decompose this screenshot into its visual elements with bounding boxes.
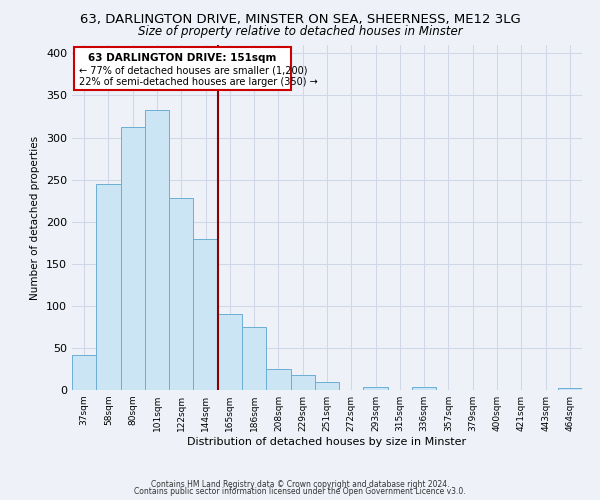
- Y-axis label: Number of detached properties: Number of detached properties: [31, 136, 40, 300]
- Bar: [72, 354, 96, 390]
- Bar: [145, 110, 169, 390]
- Bar: [96, 184, 121, 390]
- Text: 22% of semi-detached houses are larger (350) →: 22% of semi-detached houses are larger (…: [79, 77, 318, 87]
- Text: Contains HM Land Registry data © Crown copyright and database right 2024.: Contains HM Land Registry data © Crown c…: [151, 480, 449, 489]
- X-axis label: Distribution of detached houses by size in Minster: Distribution of detached houses by size …: [187, 437, 467, 447]
- Bar: [266, 369, 290, 390]
- Bar: [412, 386, 436, 390]
- Text: Size of property relative to detached houses in Minster: Size of property relative to detached ho…: [137, 25, 463, 38]
- FancyBboxPatch shape: [74, 46, 290, 90]
- Bar: [121, 126, 145, 390]
- Text: 63 DARLINGTON DRIVE: 151sqm: 63 DARLINGTON DRIVE: 151sqm: [88, 54, 277, 64]
- Bar: [290, 375, 315, 390]
- Bar: [558, 388, 582, 390]
- Text: ← 77% of detached houses are smaller (1,200): ← 77% of detached houses are smaller (1,…: [79, 65, 308, 75]
- Bar: [315, 382, 339, 390]
- Text: Contains public sector information licensed under the Open Government Licence v3: Contains public sector information licen…: [134, 488, 466, 496]
- Bar: [218, 314, 242, 390]
- Text: 63, DARLINGTON DRIVE, MINSTER ON SEA, SHEERNESS, ME12 3LG: 63, DARLINGTON DRIVE, MINSTER ON SEA, SH…: [80, 12, 520, 26]
- Bar: [169, 198, 193, 390]
- Bar: [242, 327, 266, 390]
- Bar: [193, 238, 218, 390]
- Bar: [364, 386, 388, 390]
